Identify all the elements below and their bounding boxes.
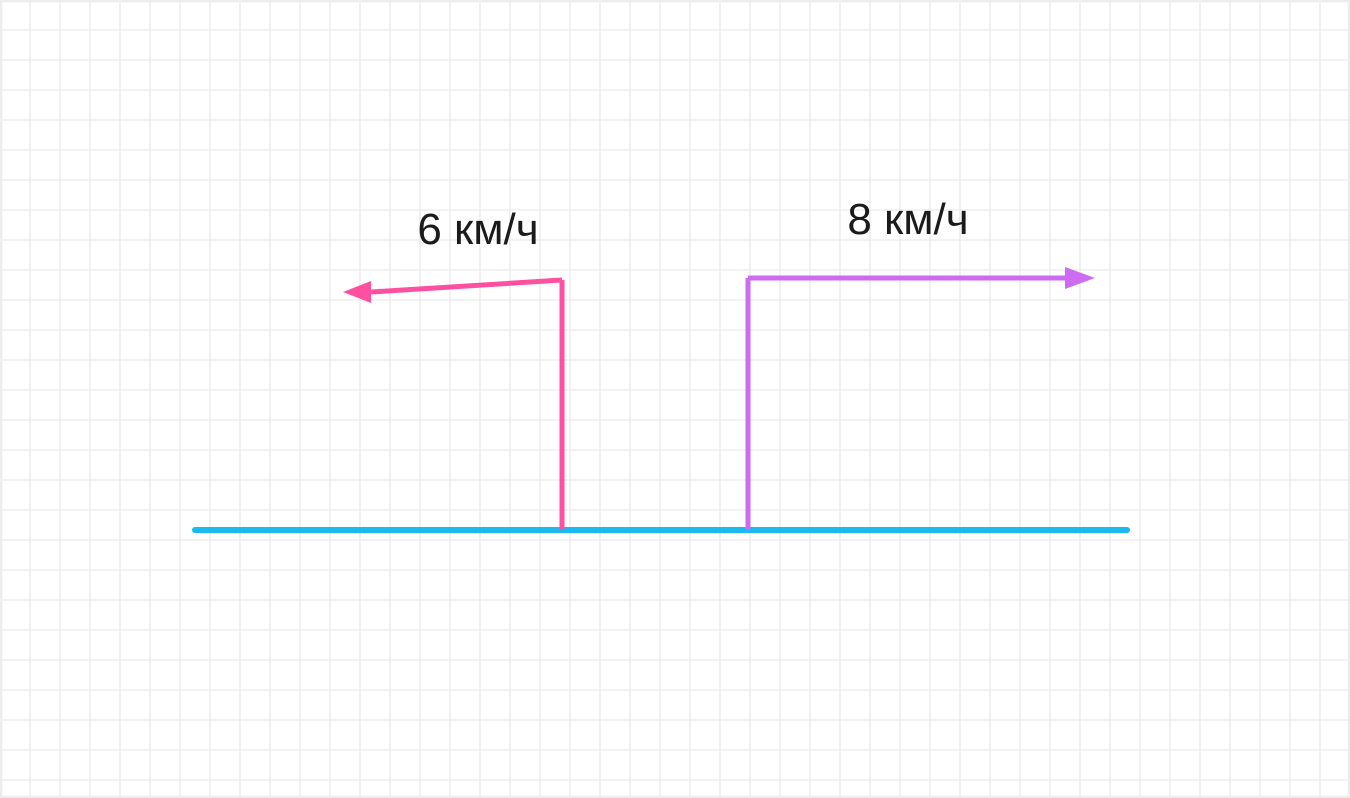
right-arrow-label: 8 км/ч	[847, 195, 968, 244]
left-arrow-label: 6 км/ч	[417, 205, 538, 254]
diagram-canvas: 6 км/ч 8 км/ч	[0, 0, 1350, 798]
